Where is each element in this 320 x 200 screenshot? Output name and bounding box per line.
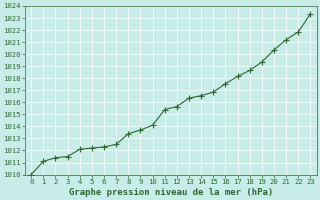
X-axis label: Graphe pression niveau de la mer (hPa): Graphe pression niveau de la mer (hPa) [69, 188, 273, 197]
